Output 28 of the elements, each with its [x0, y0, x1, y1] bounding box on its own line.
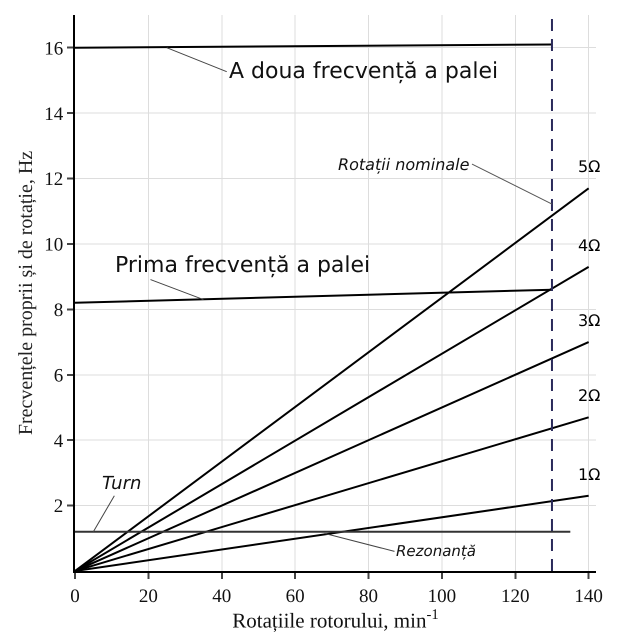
annotation: Turn: [102, 473, 142, 494]
x-tick-label: 20: [138, 586, 158, 607]
y-axis-title: Frecvențele proprii și de rotație, Hz: [15, 150, 38, 436]
series-label: 2Ω: [578, 386, 600, 405]
series-label: 4Ω: [578, 236, 600, 255]
y-tick-label: 14: [44, 104, 64, 125]
y-tick-label: 12: [44, 169, 64, 190]
series-label: 1Ω: [578, 465, 600, 484]
series-label: 3Ω: [578, 311, 600, 330]
annotation: Rezonanță: [396, 542, 476, 560]
annotation: A doua frecvență a palei: [229, 59, 498, 84]
y-tick-label: 16: [44, 38, 64, 60]
x-tick-label: 80: [359, 586, 378, 607]
annotation: Prima frecvență a palei: [115, 253, 370, 278]
y-tick-label: 2: [54, 496, 64, 518]
y-tick-label: 8: [54, 300, 64, 321]
y-tick-label: 10: [44, 234, 64, 256]
x-tick-label: 140: [574, 586, 603, 607]
y-tick-label: 4: [54, 430, 64, 452]
x-axis-title: Rotațiile rotorului, min$^{-1}$: [232, 606, 439, 633]
ref-line-label: Rotații nominale: [338, 155, 470, 174]
x-tick-label: 100: [428, 586, 456, 607]
x-tick-label: 0: [70, 586, 80, 607]
series-label: 5Ω: [578, 157, 600, 176]
y-tick-label: 6: [54, 365, 64, 386]
x-tick-label: 60: [286, 586, 305, 607]
x-tick-label: 120: [501, 586, 530, 607]
x-tick-label: 40: [212, 586, 232, 607]
